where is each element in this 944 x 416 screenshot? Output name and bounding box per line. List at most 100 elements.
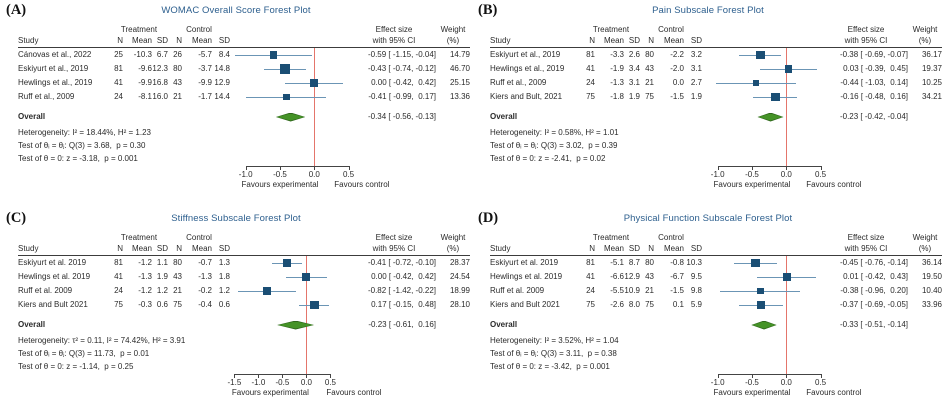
treatment-sd: 16.0 [152, 92, 168, 101]
study-row: Eskiyurt et al. 2019 81 -1.2 1.1 80 -0.7 1.3 -0… [18, 256, 470, 270]
weight-value: 28.10 [449, 300, 470, 309]
treatment-n: 81 [586, 258, 595, 267]
treatment-mean: -1.2 [138, 258, 152, 267]
control-group-header: Control [186, 233, 212, 242]
reference-line [786, 255, 788, 374]
treatment-group-header: Treatment [120, 25, 158, 34]
x-axis-tick-label: 0.5 [343, 170, 355, 179]
effect-size-header: Effect size [375, 25, 413, 34]
overall-effect-label: -0.23 [ -0.42, -0.04] [839, 112, 908, 121]
control-n-header: N [648, 36, 654, 45]
overall-weight-spacer [436, 318, 470, 332]
treatment-mean-header: Mean [131, 36, 152, 45]
x-axis-tick-label: -0.5 [745, 170, 759, 179]
control-n: 75 [173, 300, 182, 309]
treatment-n: 24 [586, 286, 595, 295]
ci-plot-cell [702, 76, 824, 90]
homogeneity-test-line: Test of θᵢ = θⱼ: Q(3) = 3.68, p = 0.30 [18, 141, 146, 150]
control-sd: 1.8 [218, 272, 230, 281]
effect-ci-header: with 95% CI [372, 244, 416, 253]
ci-plot-cell [230, 284, 352, 298]
treatment-mean-header: Mean [131, 244, 152, 253]
treatment-group-header: Treatment [592, 25, 630, 34]
control-n: 43 [173, 272, 182, 281]
x-axis-tick [752, 166, 753, 170]
study-row: Kiers and Bult, 2021 75 -1.8 1.9 75 -1.5 1.9 -0… [490, 90, 942, 104]
control-mean-header: Mean [663, 36, 684, 45]
control-sd: 8.4 [218, 50, 230, 59]
treatment-mean: -1.3 [138, 272, 152, 281]
study-row: Eskiyurt et al., 2019 81 -9.6 12.3 80 -3.7 14.… [18, 62, 470, 76]
overall-test-line: Test of θ = 0: z = -3.18, p = 0.001 [18, 154, 138, 163]
control-mean: -3.7 [198, 64, 212, 73]
forest-table: Treatment Control Effect size Weight Study N M… [490, 24, 942, 124]
treatment-mean: -2.6 [610, 300, 624, 309]
study-name: Kiers and Bult 2021 [490, 300, 560, 309]
header-column-row: Study N Mean SD N Mean SD with 95% CI (%) [18, 243, 470, 254]
panel-d-title: Physical Function Subscale Forest Plot [623, 213, 793, 224]
favours-control-label: Favours control [326, 388, 382, 397]
favours-experimental-label: Favours experimental [231, 388, 309, 397]
treatment-mean: -1.8 [610, 92, 624, 101]
treatment-sd: 12.3 [152, 64, 168, 73]
x-axis-tick-label: -0.5 [275, 378, 290, 387]
treatment-sd: 1.9 [628, 92, 640, 101]
effect-marker [282, 93, 290, 101]
control-sd-header: SD [218, 36, 230, 45]
study-row: Ruff et al., 2009 24 -1.3 3.1 21 0.0 2.7 -0.44 … [490, 76, 942, 90]
control-mean: -5.7 [198, 50, 212, 59]
control-n: 75 [645, 92, 654, 101]
control-n-header: N [648, 244, 654, 253]
stats-block: Heterogeneity: I² = 18.44%, H² = 1.23 Tes… [18, 126, 151, 165]
overall-diamond [757, 112, 784, 122]
treatment-sd: 16.8 [152, 78, 168, 87]
overall-label: Overall [490, 320, 518, 329]
study-name: Eskiyurt et al. 2019 [490, 258, 559, 267]
effect-marker [302, 272, 311, 282]
ci-plot-cell [230, 48, 352, 62]
treatment-mean-header: Mean [603, 36, 624, 45]
header-group-row: Treatment Control Effect size Weight [18, 24, 470, 35]
treatment-n: 41 [586, 272, 595, 281]
overall-spacer [595, 110, 624, 124]
study-column-header: Study [18, 36, 39, 45]
panel-d: (D) Physical Function Subscale Forest Pl… [472, 208, 944, 416]
study-name: Eskiyurt et al., 2019 [490, 50, 561, 59]
study-name: Hewlings et al. 2019 [490, 272, 563, 281]
weight-value: 10.25 [921, 78, 942, 87]
effect-ci-label: -0.44 [ -1.03, 0.14] [840, 78, 908, 87]
panel-a-label: (A) [6, 2, 27, 18]
panel-a-title: WOMAC Overall Score Forest Plot [161, 5, 311, 16]
control-group-header: Control [658, 25, 684, 34]
overall-diamond [751, 320, 777, 330]
control-n: 75 [645, 300, 654, 309]
overall-label: Overall [18, 320, 46, 329]
treatment-sd: 3.1 [628, 78, 640, 87]
treatment-mean: -6.6 [610, 272, 624, 281]
effect-ci-label: -0.41 [ -0.72, -0.10] [367, 258, 436, 267]
favours-experimental-label: Favours experimental [713, 388, 791, 397]
effect-marker [756, 287, 764, 295]
control-sd: 3.1 [690, 64, 702, 73]
treatment-n-header: N [117, 36, 123, 45]
study-name: Ruff et al., 2009 [490, 78, 547, 87]
treatment-sd: 3.4 [628, 64, 640, 73]
treatment-n: 41 [114, 272, 123, 281]
overall-spacer [624, 318, 640, 332]
control-group-header: Control [186, 25, 212, 34]
weight-value: 46.70 [449, 64, 470, 73]
control-n: 43 [173, 78, 182, 87]
study-name: Hewlings et al. 2019 [18, 272, 91, 281]
overall-spacer [640, 110, 654, 124]
overall-spacer [212, 110, 230, 124]
treatment-sd: 10.9 [624, 286, 640, 295]
treatment-n: 41 [114, 78, 123, 87]
treatment-sd: 0.6 [156, 300, 168, 309]
panel-c-body: Treatment Control Effect size Weight Study N M… [0, 208, 472, 416]
study-name: Kiers and Bult 2021 [18, 300, 88, 309]
control-n-header: N [176, 244, 182, 253]
control-group-header: Control [658, 233, 684, 242]
overall-diamond-fill [278, 321, 314, 329]
treatment-group-header: Treatment [592, 233, 630, 242]
effect-ci-label: -0.45 [ -0.76, -0.14] [839, 258, 908, 267]
